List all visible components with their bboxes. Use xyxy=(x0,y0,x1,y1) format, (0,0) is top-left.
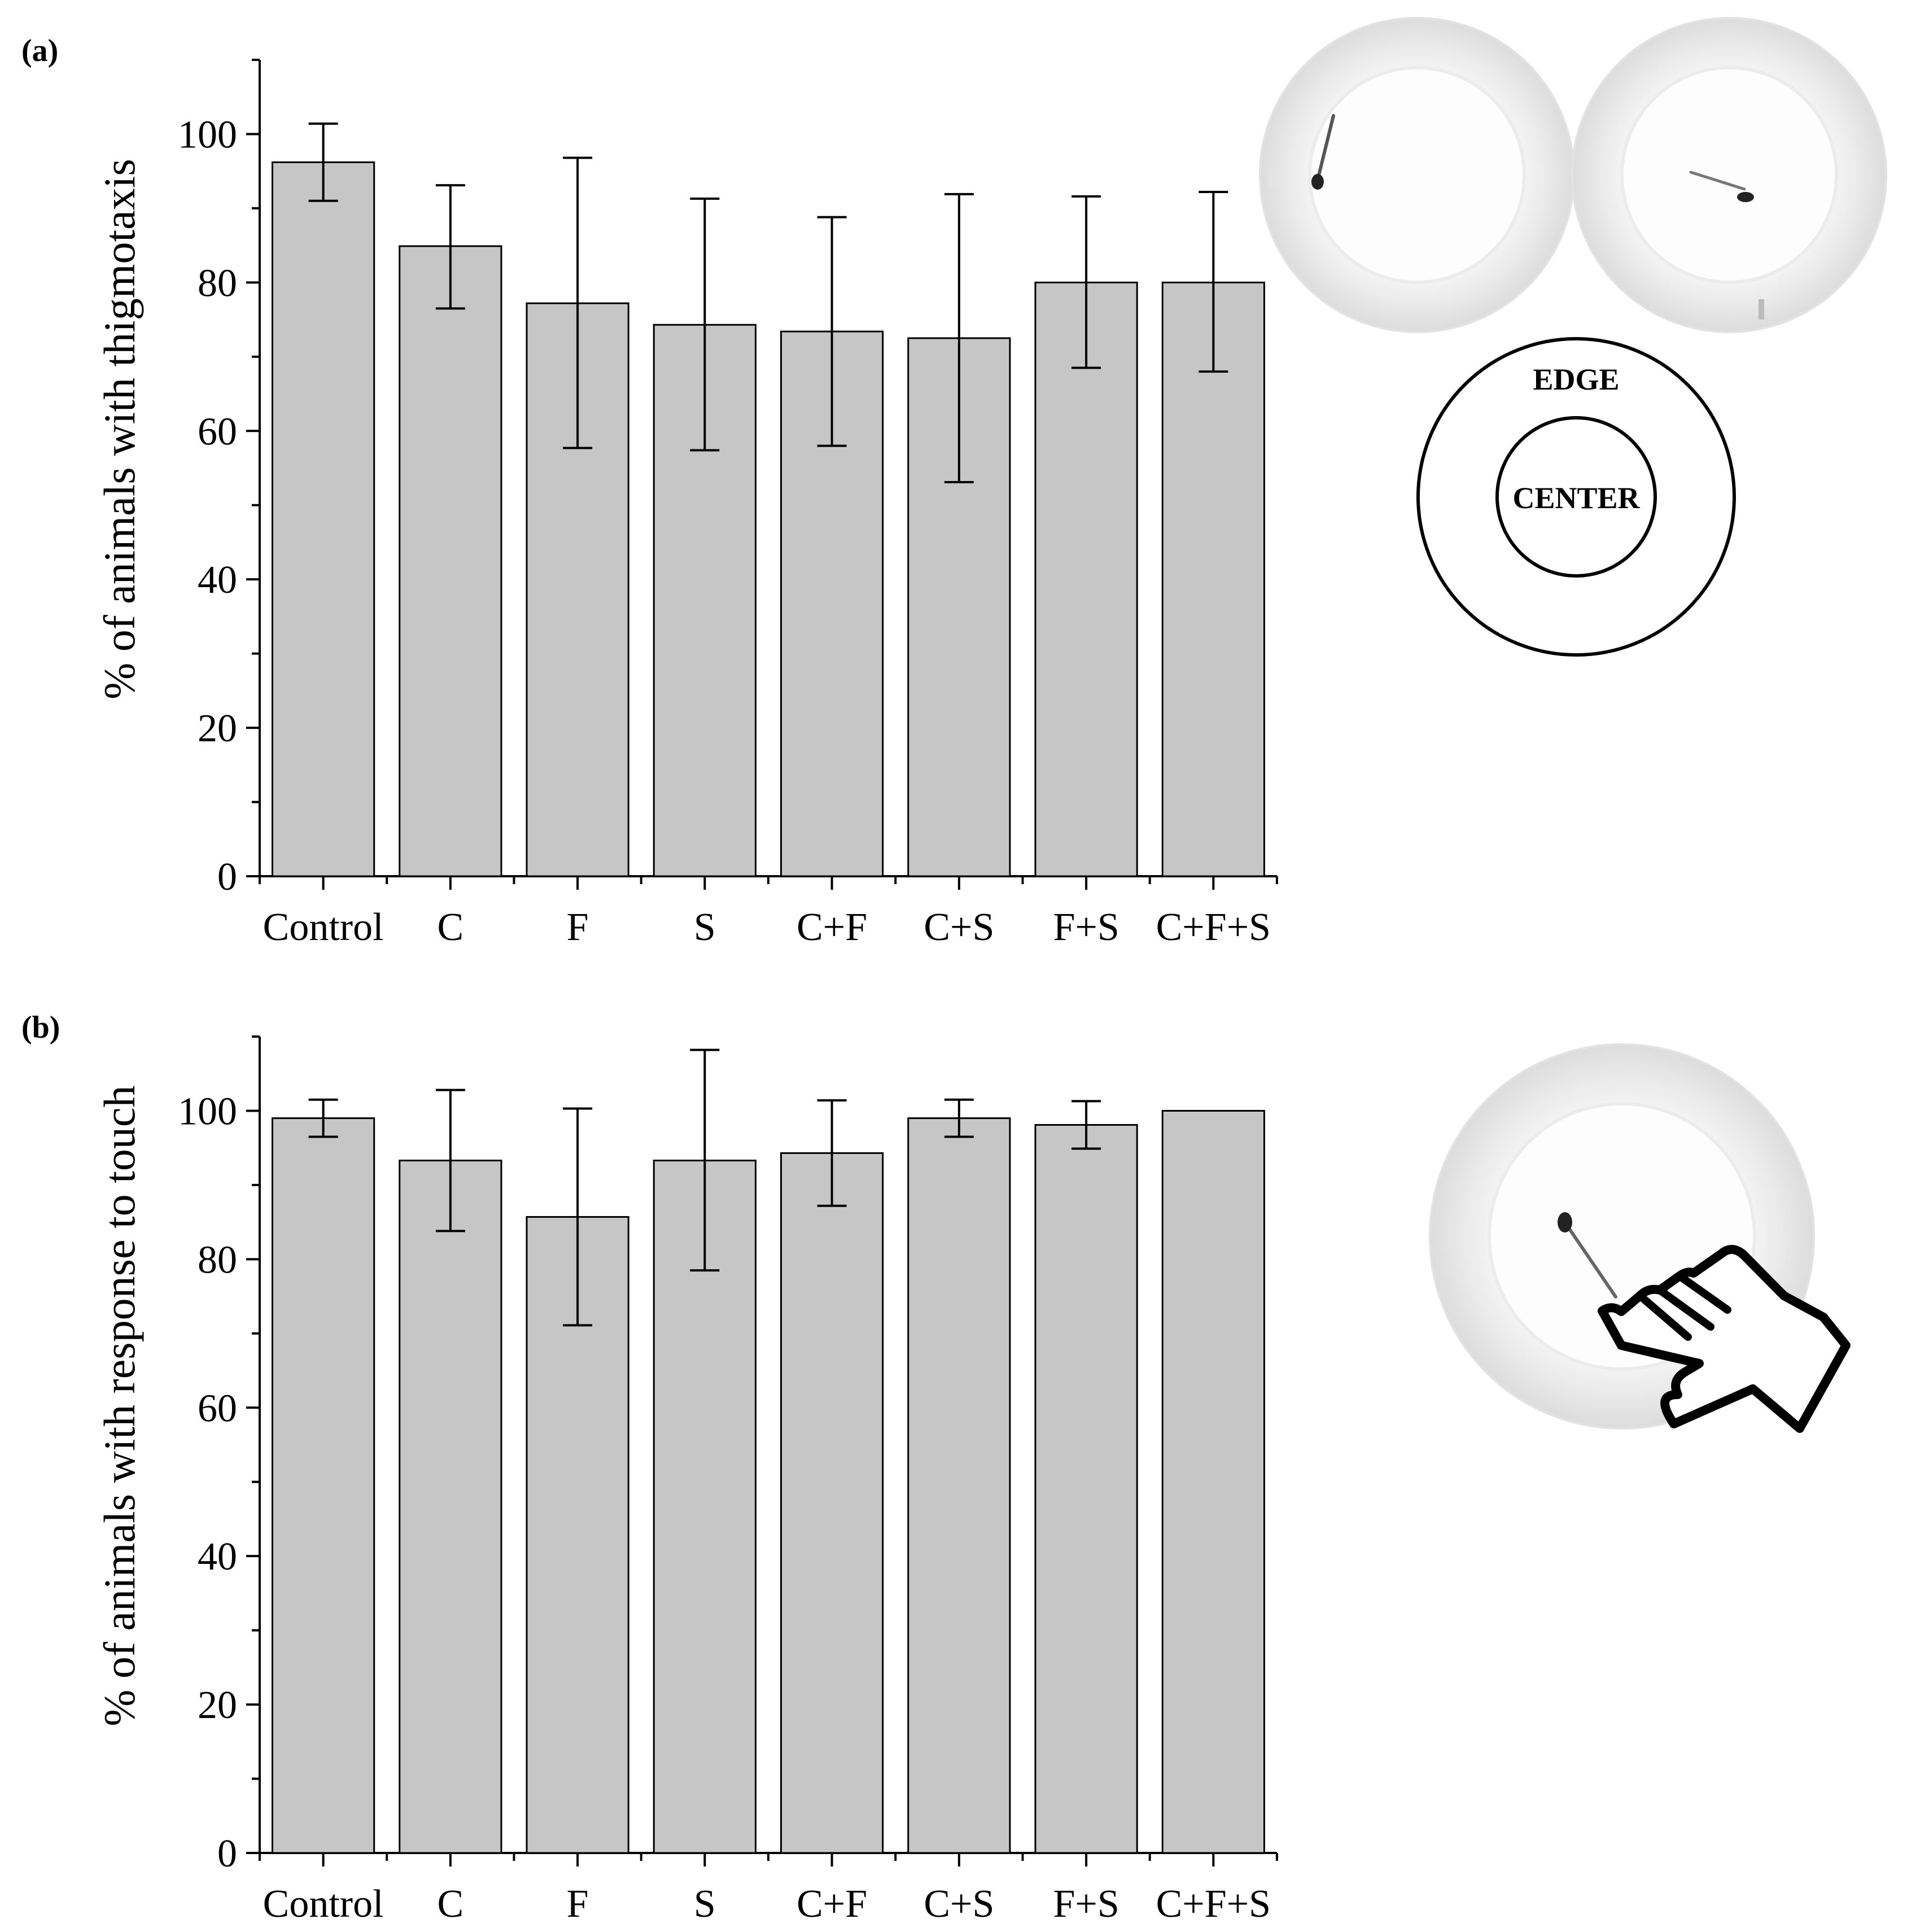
x-tick-label: S xyxy=(694,1882,716,1926)
chart-a-error-bars xyxy=(308,123,1228,483)
edge-label: EDGE xyxy=(1533,362,1619,396)
x-tick-label: C+F xyxy=(797,906,867,949)
y-tick-label: 100 xyxy=(178,1090,237,1133)
bar-C+F+S xyxy=(1161,281,1265,877)
x-tick-label: C+F xyxy=(797,1882,867,1926)
chart-a: 0 20 40 60 80 100 Control C F S C+F C+S F+S C+F+S % … xyxy=(95,59,1278,949)
chart-b-y-axis-title: % of animals with response to touch xyxy=(95,1085,144,1726)
chart-b-bars xyxy=(272,1109,1265,1854)
y-tick-label: 80 xyxy=(198,1238,237,1282)
chart-b-x-labels: Control C F S C+F C+S F+S C+F+S xyxy=(263,1882,1271,1926)
x-tick-label: F+S xyxy=(1053,906,1119,949)
chart-a-bars xyxy=(272,161,1265,877)
petri-dish-photo-icon xyxy=(1259,17,1575,333)
bar-F+S xyxy=(1034,281,1138,877)
center-label: CENTER xyxy=(1512,481,1640,515)
x-tick-label: F xyxy=(567,906,589,949)
chart-a-x-labels: Control C F S C+F C+S F+S C+F+S xyxy=(263,906,1271,949)
bar-C xyxy=(399,1160,502,1854)
y-tick-label: 20 xyxy=(198,707,237,750)
chart-b: 0 20 40 60 80 100 Control C F S C+F C+S F+S C+F+S % … xyxy=(95,1035,1278,1926)
x-tick-label: C+F+S xyxy=(1156,906,1271,949)
bar-C+F xyxy=(780,1152,884,1854)
y-tick-label: 60 xyxy=(198,410,237,453)
x-tick-label: C xyxy=(438,1882,464,1926)
y-tick-label: 40 xyxy=(198,1535,237,1579)
y-tick-label: 100 xyxy=(178,113,237,156)
chart-a-y-ticks: 0 20 40 60 80 100 xyxy=(178,59,1278,899)
bar-S xyxy=(653,1160,756,1854)
panel-label-a: (a) xyxy=(21,33,58,68)
x-tick-label: C+F+S xyxy=(1156,1882,1271,1926)
y-tick-label: 40 xyxy=(198,558,237,602)
bar-C xyxy=(399,245,502,877)
x-tick-label: Control xyxy=(263,1882,384,1926)
hand-pointer-icon xyxy=(1598,1245,1851,1433)
x-tick-label: C xyxy=(438,906,464,949)
bar-C+F+S xyxy=(1161,1109,1265,1854)
bar-Control xyxy=(272,161,375,877)
x-tick-label: S xyxy=(694,906,716,949)
chart-b-error-bars xyxy=(308,1048,1101,1327)
y-tick-label: 60 xyxy=(198,1387,237,1430)
y-tick-label: 0 xyxy=(217,1832,237,1876)
petri-dish-photo-icon xyxy=(1571,17,1887,333)
bar-Control xyxy=(272,1117,375,1854)
y-tick-label: 80 xyxy=(198,261,237,305)
panel-label-b: (b) xyxy=(21,1010,60,1045)
chart-a-y-axis-title: % of animals with thigmotaxis xyxy=(95,159,144,700)
y-tick-label: 0 xyxy=(217,855,237,899)
arena-zone-diagram: EDGE CENTER xyxy=(1416,337,1736,657)
x-tick-label: C+S xyxy=(924,1882,994,1926)
x-tick-label: F xyxy=(567,1882,589,1926)
x-tick-label: Control xyxy=(263,906,384,949)
x-tick-label: F+S xyxy=(1053,1882,1119,1926)
y-tick-label: 20 xyxy=(198,1684,237,1727)
chart-b-y-ticks: 0 20 40 60 80 100 xyxy=(178,1035,1278,1876)
x-tick-label: C+S xyxy=(924,906,994,949)
bar-F+S xyxy=(1034,1124,1138,1854)
bar-C+S xyxy=(907,1117,1011,1854)
